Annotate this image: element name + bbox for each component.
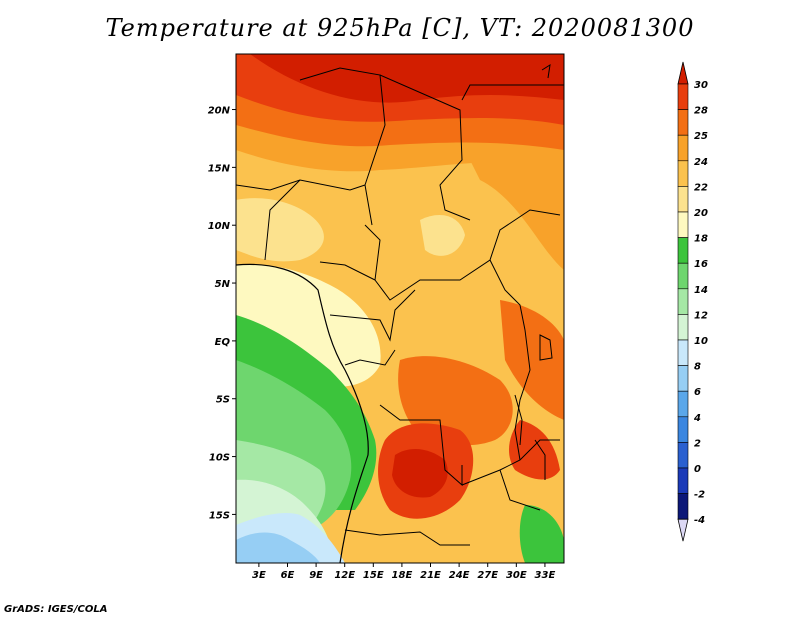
- lon-tick-label: 6E: [281, 570, 295, 581]
- colorbar-swatch: [677, 211, 689, 238]
- field-24-east: [470, 160, 564, 270]
- field-25-east: [500, 300, 564, 420]
- country-borders: [236, 63, 564, 563]
- lake-outline: [541, 63, 551, 79]
- lat-tick-label: 10S: [209, 453, 230, 464]
- colorbar-label: 6: [694, 387, 701, 398]
- latitude-axis: 20N 15N 10N 5N EQ 5S 10S 15S: [208, 106, 236, 521]
- border-line: [299, 67, 386, 226]
- lake-outline: [539, 334, 553, 361]
- border-line: [329, 289, 416, 342]
- lat-tick-label: 10N: [208, 221, 231, 232]
- field-16-southeast: [519, 505, 564, 563]
- colorbar-swatch: [677, 339, 689, 366]
- colorbar-label: 10: [694, 336, 708, 347]
- border-line: [344, 529, 470, 546]
- field-30-north: [250, 54, 564, 103]
- field-25-congo: [398, 356, 513, 446]
- field-6-ocean: [236, 532, 320, 563]
- lon-tick-label: 30E: [506, 570, 527, 581]
- field-30-south: [392, 448, 448, 498]
- colorbar-label: 25: [694, 131, 708, 142]
- lat-tick-label: 5N: [215, 279, 231, 290]
- colorbar-label: 4: [693, 413, 701, 424]
- border-line: [379, 74, 471, 221]
- lat-tick-label: 15S: [209, 510, 230, 521]
- lat-tick-label: 5S: [216, 395, 230, 406]
- lon-tick-label: 24E: [449, 570, 470, 581]
- colorbar-label: 28: [694, 106, 708, 117]
- colorbar-swatch: [677, 390, 689, 418]
- border-line: [499, 469, 541, 511]
- colorbar-swatch: [677, 467, 689, 494]
- colorbar-label: 18: [694, 234, 708, 245]
- colorbar-swatch: [677, 365, 689, 392]
- colorbar-bottom-arrow: [677, 518, 689, 542]
- lake-outline: [534, 439, 546, 480]
- lon-tick-label: 15E: [363, 570, 384, 581]
- colorbar-label: 12: [694, 310, 708, 321]
- colorbar-label: 30: [694, 80, 708, 91]
- colorbar-label: -2: [694, 490, 705, 501]
- map-title: Temperature at 925hPa [C], VT: 202008130…: [105, 14, 695, 42]
- colorbar-swatch: [677, 83, 689, 110]
- colorbar-swatch: [677, 237, 689, 264]
- temperature-field: [236, 54, 564, 563]
- lake-outline: [514, 394, 523, 446]
- border-line: [489, 259, 526, 331]
- lon-tick-label: 21E: [420, 570, 441, 581]
- colorbar-label: 0: [694, 464, 701, 475]
- colorbar-swatch: [677, 160, 689, 187]
- border-line: [344, 349, 396, 366]
- colorbar-swatch: [677, 186, 689, 213]
- colorbar-label: 2: [694, 438, 701, 449]
- lon-tick-label: 33E: [535, 570, 556, 581]
- lon-tick-label: 18E: [392, 570, 413, 581]
- colorbar-swatch: [677, 288, 689, 315]
- coastline: [236, 263, 369, 563]
- field-28-east: [508, 420, 560, 480]
- colorbar-label: 24: [694, 157, 708, 168]
- plot-frame: [235, 53, 565, 564]
- border-line: [319, 261, 376, 281]
- colorbar-swatch: [677, 416, 689, 443]
- lon-tick-label: 3E: [252, 570, 266, 581]
- colorbar-swatch: [677, 109, 689, 136]
- colorbar-label: -4: [694, 515, 705, 526]
- lat-tick-label: 15N: [208, 163, 231, 174]
- colorbar-swatch: [677, 493, 689, 520]
- colorbar-label: 14: [694, 285, 708, 296]
- credit-text: GrADS: IGES/COLA: [4, 604, 107, 615]
- colorbar-swatch: [677, 442, 689, 469]
- border-line: [379, 404, 463, 487]
- border-line: [264, 179, 301, 261]
- lon-tick-label: 9E: [309, 570, 323, 581]
- colorbar-top-arrow: [677, 61, 689, 85]
- colorbar-swatch: [677, 314, 689, 341]
- field-20-west: [236, 198, 324, 262]
- colorbar-label: 20: [694, 208, 708, 219]
- field-20-central: [420, 215, 465, 256]
- longitude-axis: 3E 6E 9E 12E 15E 18E 21E 24E 27E 30E 33E: [252, 563, 555, 581]
- colorbar-swatch: [677, 134, 689, 162]
- lon-tick-label: 12E: [334, 570, 355, 581]
- colorbar-swatch: [677, 262, 689, 290]
- colorbar-label: 16: [694, 259, 708, 270]
- border-line: [514, 329, 531, 461]
- lon-tick-label: 27E: [477, 570, 498, 581]
- border-line: [364, 209, 561, 301]
- border-line: [461, 84, 564, 101]
- lat-tick-label: 20N: [208, 106, 231, 117]
- colorbar-label: 22: [694, 182, 708, 193]
- lat-tick-label: EQ: [215, 337, 231, 348]
- colorbar-label: 8: [694, 362, 701, 373]
